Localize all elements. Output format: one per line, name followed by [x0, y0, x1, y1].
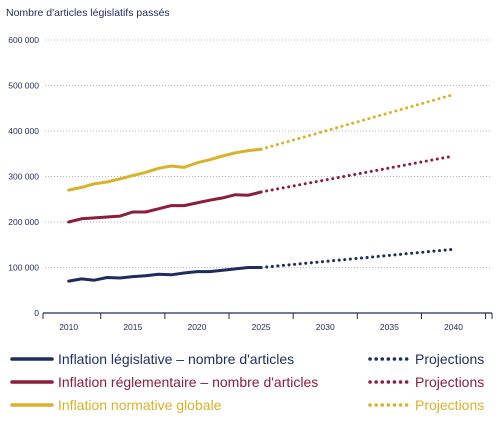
x-tick-label: 2010	[59, 322, 78, 332]
axes	[42, 312, 493, 319]
y-tick-label: 0	[34, 308, 39, 318]
series-line-normative	[67, 147, 263, 192]
y-tick-label: 500 000	[8, 81, 39, 91]
series-lines	[67, 93, 455, 283]
y-tick-labels: 0 100 000 200 000 300 000 400 000 500 000 600 …	[8, 35, 39, 318]
series-line-legislative	[67, 266, 263, 283]
y-tick-label: 200 000	[8, 217, 39, 227]
y-tick-label: 100 000	[8, 263, 39, 273]
x-tick-label: 2030	[316, 322, 335, 332]
projection-line-legislative	[259, 247, 455, 269]
y-tick-label: 600 000	[8, 35, 39, 45]
legend-label-projection-normative: Projections	[415, 397, 484, 413]
y-tick-label: 300 000	[8, 172, 39, 182]
x-tick-label: 2040	[444, 322, 463, 332]
legend-label-normative: Inflation normative globale	[58, 397, 222, 413]
y-axis-title: Nombre d'articles législatifs passés	[6, 7, 170, 19]
legend: Inflation législative – nombre d'article…	[10, 351, 484, 413]
x-tick-label: 2035	[380, 322, 399, 332]
x-tick-label: 2025	[252, 322, 271, 332]
legend-label-regulatory: Inflation réglementaire – nombre d'artic…	[58, 374, 318, 390]
y-tick-label: 400 000	[8, 126, 39, 136]
x-tick-label: 2015	[123, 322, 142, 332]
series-line-regulatory	[67, 190, 263, 224]
legend-label-projection-regulatory: Projections	[415, 374, 484, 390]
x-tick-label: 2020	[187, 322, 206, 332]
gridlines	[45, 39, 492, 268]
projection-line-regulatory	[259, 154, 455, 194]
x-tick-labels: 2010 2015 2020 2025 2030 2035 2040	[59, 322, 463, 332]
legend-label-projection-legislative: Projections	[415, 351, 484, 367]
projection-line-normative	[259, 93, 455, 151]
legend-label-legislative: Inflation législative – nombre d'article…	[58, 351, 294, 367]
